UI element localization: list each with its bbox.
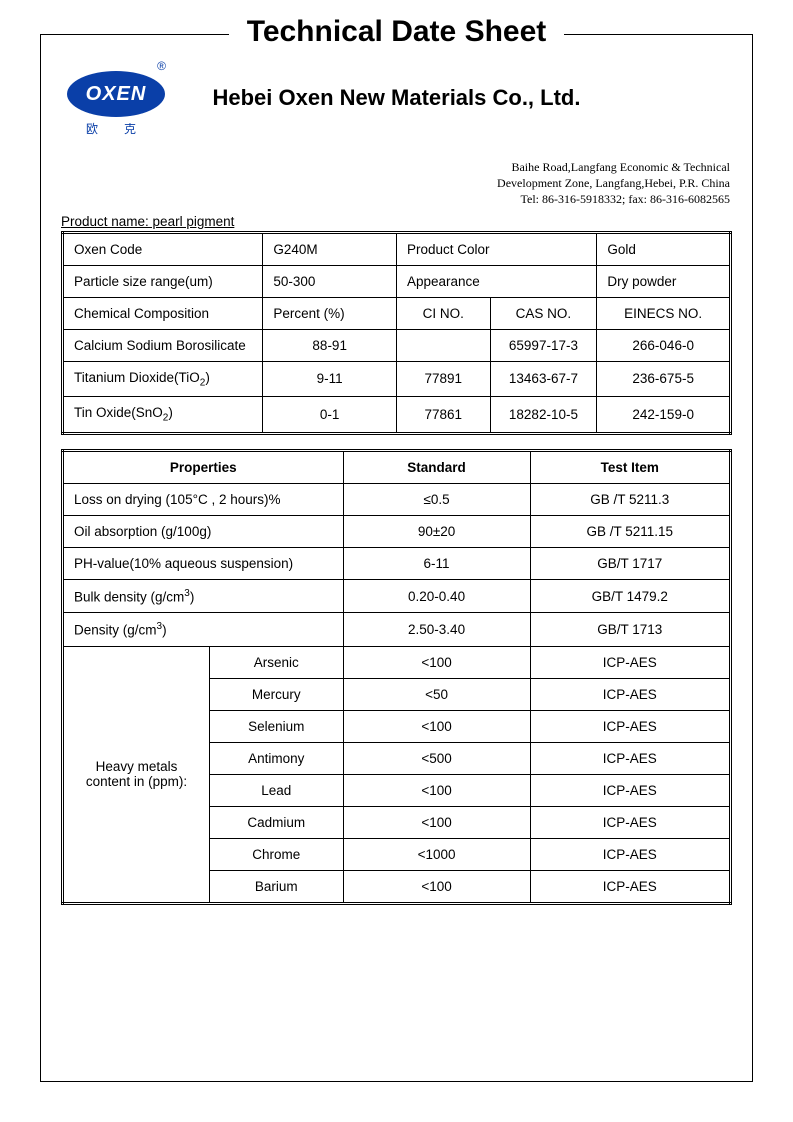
metal-name: Antimony	[209, 742, 343, 774]
standard-value: 6-11	[343, 547, 530, 579]
test-item: GB /T 5211.3	[530, 483, 730, 515]
page-title-wrap: Technical Date Sheet	[61, 15, 732, 35]
metal-name: Arsenic	[209, 646, 343, 678]
logo-text: OXEN	[86, 83, 147, 106]
table-row: Oxen Code G240M Product Color Gold	[63, 232, 731, 265]
metal-name: Barium	[209, 870, 343, 903]
cell-value: Dry powder	[597, 265, 731, 297]
standard-value: <100	[343, 774, 530, 806]
standard-value: 90±20	[343, 515, 530, 547]
cas-no: 13463-67-7	[490, 361, 597, 397]
chemical-name: Tin Oxide(SnO2)	[63, 397, 263, 434]
table-row: Heavy metals content in (ppm):Arsenic<10…	[63, 646, 731, 678]
property-name: PH-value(10% aqueous suspension)	[63, 547, 344, 579]
ci-no: 77861	[396, 397, 490, 434]
standard-value: ≤0.5	[343, 483, 530, 515]
einecs-no: 266-046-0	[597, 329, 731, 361]
cell-value: G240M	[263, 232, 397, 265]
percent: 88-91	[263, 329, 397, 361]
header-row: OXEN ® 欧克 Hebei Oxen New Materials Co., …	[61, 77, 732, 147]
logo-block: OXEN ® 欧克	[61, 71, 171, 137]
ci-no	[396, 329, 490, 361]
percent: 0-1	[263, 397, 397, 434]
test-item: ICP-AES	[530, 646, 730, 678]
standard-value: <100	[343, 870, 530, 903]
metal-name: Chrome	[209, 838, 343, 870]
metal-name: Lead	[209, 774, 343, 806]
cell-label: Oxen Code	[63, 232, 263, 265]
test-item: ICP-AES	[530, 806, 730, 838]
col-header: Percent (%)	[263, 297, 397, 329]
table-header-row: Properties Standard Test Item	[63, 450, 731, 483]
address-line: Development Zone, Langfang,Hebei, P.R. C…	[61, 175, 730, 191]
table-row: Loss on drying (105°C , 2 hours)%≤0.5GB …	[63, 483, 731, 515]
property-name: Density (g/cm3)	[63, 613, 344, 647]
table-row: Particle size range(um) 50-300 Appearanc…	[63, 265, 731, 297]
table-row: PH-value(10% aqueous suspension)6-11GB/T…	[63, 547, 731, 579]
table-row: Oil absorption (g/100g)90±20GB /T 5211.1…	[63, 515, 731, 547]
test-item: GB/T 1713	[530, 613, 730, 647]
cas-no: 18282-10-5	[490, 397, 597, 434]
cell-label: Particle size range(um)	[63, 265, 263, 297]
ci-no: 77891	[396, 361, 490, 397]
registered-icon: ®	[157, 59, 167, 73]
table-row: Tin Oxide(SnO2)0-17786118282-10-5242-159…	[63, 397, 731, 434]
product-name: Product name: pearl pigment	[61, 214, 732, 229]
logo-chinese: 欧克	[61, 120, 171, 137]
table-row: Titanium Dioxide(TiO2)9-117789113463-67-…	[63, 361, 731, 397]
table-header-row: Chemical Composition Percent (%) CI NO. …	[63, 297, 731, 329]
test-item: ICP-AES	[530, 838, 730, 870]
property-name: Loss on drying (105°C , 2 hours)%	[63, 483, 344, 515]
page-title: Technical Date Sheet	[229, 15, 565, 49]
einecs-no: 242-159-0	[597, 397, 731, 434]
property-name: Bulk density (g/cm3)	[63, 579, 344, 613]
col-header: Chemical Composition	[63, 297, 263, 329]
standard-value: <50	[343, 678, 530, 710]
table-row: Bulk density (g/cm3)0.20-0.40GB/T 1479.2	[63, 579, 731, 613]
cell-label: Product Color	[396, 232, 596, 265]
standard-value: 0.20-0.40	[343, 579, 530, 613]
metal-name: Cadmium	[209, 806, 343, 838]
company-address: Baihe Road,Langfang Economic & Technical…	[61, 159, 732, 208]
chemical-name: Calcium Sodium Borosilicate	[63, 329, 263, 361]
standard-value: <1000	[343, 838, 530, 870]
test-item: GB/T 1479.2	[530, 579, 730, 613]
properties-table: Properties Standard Test Item Loss on dr…	[61, 449, 732, 905]
property-name: Oil absorption (g/100g)	[63, 515, 344, 547]
standard-value: 2.50-3.40	[343, 613, 530, 647]
cell-value: 50-300	[263, 265, 397, 297]
col-header: CAS NO.	[490, 297, 597, 329]
table-row: Density (g/cm3)2.50-3.40GB/T 1713	[63, 613, 731, 647]
col-header: EINECS NO.	[597, 297, 731, 329]
standard-value: <500	[343, 742, 530, 774]
col-header: Standard	[343, 450, 530, 483]
cell-value: Gold	[597, 232, 731, 265]
test-item: GB /T 5211.15	[530, 515, 730, 547]
col-header: Test Item	[530, 450, 730, 483]
product-info-table: Oxen Code G240M Product Color Gold Parti…	[61, 231, 732, 435]
metal-name: Mercury	[209, 678, 343, 710]
table-row: Calcium Sodium Borosilicate88-91 65997-17…	[63, 329, 731, 361]
address-line: Baihe Road,Langfang Economic & Technical	[61, 159, 730, 175]
percent: 9-11	[263, 361, 397, 397]
col-header: CI NO.	[396, 297, 490, 329]
test-item: GB/T 1717	[530, 547, 730, 579]
address-line: Tel: 86-316-5918332; fax: 86-316-6082565	[61, 191, 730, 207]
test-item: ICP-AES	[530, 870, 730, 903]
chemical-name: Titanium Dioxide(TiO2)	[63, 361, 263, 397]
cas-no: 65997-17-3	[490, 329, 597, 361]
standard-value: <100	[343, 710, 530, 742]
cell-label: Appearance	[396, 265, 596, 297]
test-item: ICP-AES	[530, 678, 730, 710]
test-item: ICP-AES	[530, 742, 730, 774]
test-item: ICP-AES	[530, 774, 730, 806]
heavy-metals-label: Heavy metals content in (ppm):	[63, 646, 210, 903]
oxen-logo-icon: OXEN ®	[67, 71, 165, 117]
standard-value: <100	[343, 646, 530, 678]
col-header: Properties	[63, 450, 344, 483]
metal-name: Selenium	[209, 710, 343, 742]
test-item: ICP-AES	[530, 710, 730, 742]
standard-value: <100	[343, 806, 530, 838]
einecs-no: 236-675-5	[597, 361, 731, 397]
